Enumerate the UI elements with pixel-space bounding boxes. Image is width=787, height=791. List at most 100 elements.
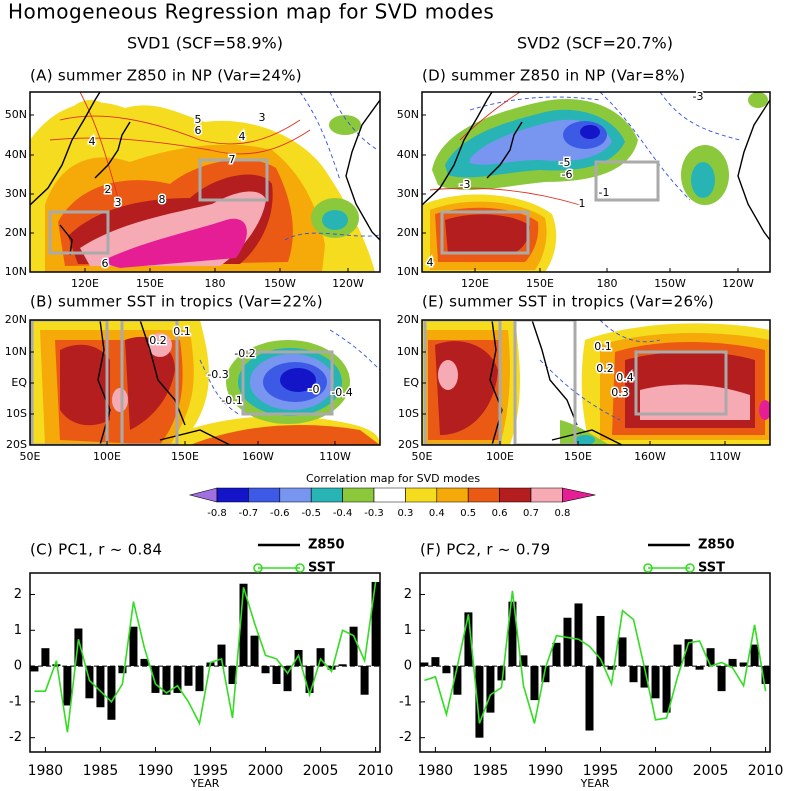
map-title: (A) summer Z850 in NP (Var=24%): [30, 67, 302, 85]
bar: [574, 603, 583, 667]
y-tick-label: 2: [14, 587, 22, 602]
y-tick-label: 1: [14, 623, 22, 638]
colorbar-swatch: [342, 487, 375, 503]
contour-label: -3: [693, 90, 704, 103]
contour-line: [659, 92, 741, 141]
bar: [585, 666, 594, 731]
map: [422, 320, 770, 445]
contour-label: -0: [309, 383, 320, 396]
colorbar-label: 0.7: [523, 508, 539, 519]
correlation-area: [640, 384, 750, 420]
x-tick-label: 50E: [412, 450, 433, 463]
contour-label: 0.3: [611, 386, 629, 399]
x-tick-label: 100E: [486, 450, 514, 463]
region-box: [513, 320, 577, 445]
y-tick-label: 10N: [397, 265, 419, 278]
line: [424, 590, 767, 724]
coastline: [94, 121, 131, 179]
legend-label: SST: [308, 561, 335, 576]
map: [30, 320, 380, 445]
legend-label: Z850: [308, 538, 345, 553]
y-tick-label: 20N: [397, 226, 419, 239]
line: [34, 581, 377, 733]
region-box: [48, 210, 110, 255]
bar: [728, 658, 737, 667]
bar: [519, 655, 528, 667]
y-tick-label: 50N: [397, 108, 419, 121]
y-tick-label: 1: [404, 623, 412, 638]
contour-line: [429, 187, 581, 206]
bar: [431, 657, 440, 667]
contour-label: 0.1: [594, 340, 612, 353]
y-tick-label: EQ: [403, 376, 419, 389]
x-tick-label: 180: [205, 277, 226, 290]
y-tick-label: 10N: [5, 265, 27, 278]
colorbar-swatch: [405, 487, 438, 503]
contour-label: -0.4: [331, 386, 352, 399]
y-tick-label: 40N: [397, 148, 419, 161]
y-tick-label: -2: [399, 730, 412, 745]
y-tick-label: 20S: [6, 438, 27, 451]
contour-label: -1: [599, 186, 610, 199]
x-tick-label: 1980: [28, 763, 64, 779]
x-tick-label: 50E: [20, 450, 41, 463]
colorbar-label: -0.3: [364, 508, 384, 519]
contour-label: 6: [195, 124, 202, 137]
bar: [195, 666, 204, 692]
bar: [63, 666, 72, 706]
colorbar-swatch: [467, 487, 500, 503]
bar: [651, 666, 660, 699]
colorbar-swatch: [562, 487, 596, 503]
x-tick-label: 1985: [83, 763, 119, 779]
x-tick-label: 120E: [461, 277, 489, 290]
contour-label: 7: [229, 153, 236, 166]
legend-label: Z850: [698, 538, 735, 553]
y-tick-label: 10N: [5, 345, 27, 358]
x-tick-label: 1990: [528, 763, 564, 779]
colorbar-label: 0.5: [460, 508, 476, 519]
contour-label: 5: [195, 113, 202, 126]
bar: [442, 666, 451, 674]
x-tick-label: 1985: [473, 763, 509, 779]
coastline: [422, 92, 493, 206]
contour-label: 4: [89, 135, 96, 148]
x-tick-label: 1980: [418, 763, 454, 779]
y-tick-label: 50N: [5, 108, 27, 121]
correlation-area: [759, 400, 770, 420]
bar: [629, 666, 638, 683]
map-title: (E) summer SST in tropics (Var=26%): [422, 293, 714, 311]
contour-label: 6: [102, 257, 109, 270]
x-tick-label: 2010: [748, 763, 784, 779]
x-axis-label: YEAR: [190, 777, 220, 790]
colorbar-title: Correlation map for SVD modes: [306, 472, 480, 485]
contour-line: [329, 329, 380, 371]
contour-line: [49, 129, 311, 155]
contour-label: 0.1: [173, 325, 191, 338]
colorbar-swatch: [499, 487, 532, 503]
contour-line: [79, 92, 121, 206]
coastline: [59, 224, 73, 256]
y-tick-label: 0: [404, 659, 412, 674]
contour-label: 4: [239, 130, 246, 143]
x-tick-label: 160W: [242, 450, 274, 463]
bar: [717, 666, 726, 692]
correlation-area: [125, 336, 175, 430]
bar: [706, 648, 715, 667]
y-tick-label: 10N: [397, 345, 419, 358]
correlation-area: [691, 162, 715, 198]
colorbar-swatch: [216, 487, 249, 503]
bar: [684, 639, 693, 667]
y-tick-label: 20N: [5, 226, 27, 239]
x-tick-label: 1995: [583, 763, 619, 779]
bar: [184, 666, 193, 686]
contour-label: -3: [460, 178, 471, 191]
bar: [30, 666, 39, 672]
colorbar-label: -0.5: [301, 508, 321, 519]
coastline: [345, 99, 380, 241]
legend-marker: [685, 563, 695, 573]
colorbar-swatch: [436, 487, 469, 503]
bar: [228, 666, 237, 684]
x-tick-label: 2005: [693, 763, 729, 779]
colorbar-swatch: [279, 487, 312, 503]
